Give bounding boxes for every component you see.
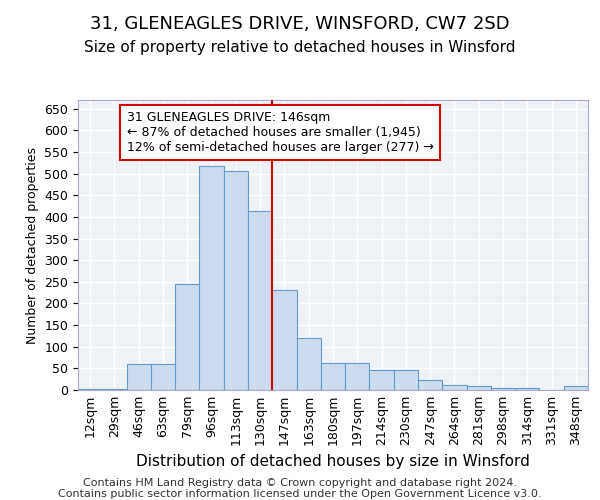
Bar [345,362,370,390]
Bar [272,290,296,390]
Bar [564,386,588,390]
Bar [515,388,539,390]
Bar [248,211,272,390]
Bar [127,364,151,390]
Bar [418,380,442,390]
Bar [175,284,199,390]
Text: Contains public sector information licensed under the Open Government Licence v3: Contains public sector information licen… [58,489,542,499]
Y-axis label: Number of detached properties: Number of detached properties [26,146,39,344]
Bar [467,386,491,390]
Bar [199,166,224,390]
Bar [296,338,321,390]
Bar [78,389,102,390]
Bar [370,370,394,390]
Bar [224,172,248,390]
Bar [394,370,418,390]
Bar [442,385,467,390]
X-axis label: Distribution of detached houses by size in Winsford: Distribution of detached houses by size … [136,454,530,468]
Bar [151,364,175,390]
Text: 31 GLENEAGLES DRIVE: 146sqm
← 87% of detached houses are smaller (1,945)
12% of : 31 GLENEAGLES DRIVE: 146sqm ← 87% of det… [127,111,433,154]
Bar [102,388,127,390]
Text: 31, GLENEAGLES DRIVE, WINSFORD, CW7 2SD: 31, GLENEAGLES DRIVE, WINSFORD, CW7 2SD [90,15,510,33]
Bar [321,362,345,390]
Text: Size of property relative to detached houses in Winsford: Size of property relative to detached ho… [84,40,516,55]
Bar [491,388,515,390]
Text: Contains HM Land Registry data © Crown copyright and database right 2024.: Contains HM Land Registry data © Crown c… [83,478,517,488]
